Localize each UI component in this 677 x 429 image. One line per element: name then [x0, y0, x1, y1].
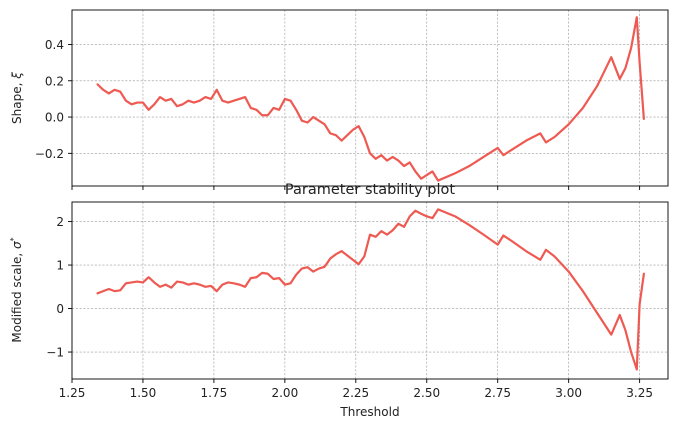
x-tick-label: 1.50	[130, 386, 157, 400]
x-tick-label: 3.25	[626, 386, 653, 400]
top-y-tick-label: −0.2	[35, 147, 64, 161]
scale-panel: 1.25 1.50 1.75 2.00 2.25 2.50 2.75 3.00 3.25 −1 0 1…	[9, 201, 669, 400]
x-tick-label: 3.00	[555, 386, 582, 400]
sigma-symbol: σ	[10, 241, 24, 249]
shape-plot-frame	[71, 9, 669, 187]
x-tick-label: 2.50	[413, 386, 440, 400]
sigma-superscript: *	[9, 237, 18, 241]
chart-title: Parameter stability plot	[285, 182, 455, 198]
top-y-tick-label: 0.2	[45, 74, 64, 88]
shape-panel: −0.2 0.0 0.2 0.4 Shape, ξ	[10, 9, 669, 190]
bot-y-tick-label: 1	[56, 259, 64, 273]
bot-y-tick-label: 0	[56, 302, 64, 316]
shape-symbol: ξ	[10, 72, 24, 80]
shape-series-line	[96, 16, 645, 182]
x-tick-label: 1.75	[201, 386, 228, 400]
shape-y-axis-label: Shape, ξ	[10, 72, 24, 124]
top-y-tick-label: 0.0	[45, 111, 64, 125]
scale-series-line	[96, 208, 645, 371]
scale-ticks: 1.25 1.50 1.75 2.00 2.25 2.50 2.75 3.00 3.25 −1 0 1…	[46, 215, 653, 400]
top-y-tick-label: 0.4	[45, 38, 64, 52]
x-tick-label: 1.25	[59, 386, 86, 400]
shape-ticks: −0.2 0.0 0.2 0.4	[35, 38, 641, 190]
scale-y-axis-label: Modified scale, σ*	[9, 237, 24, 342]
x-tick-label: 2.00	[271, 386, 298, 400]
scale-grid	[71, 202, 668, 379]
x-axis-label: Threshold	[339, 405, 399, 419]
bot-y-tick-label: −1	[46, 346, 64, 360]
x-tick-label: 2.75	[484, 386, 511, 400]
scale-plot-frame	[71, 201, 669, 380]
x-tick-label: 2.25	[342, 386, 369, 400]
bot-y-tick-label: 2	[56, 215, 64, 229]
